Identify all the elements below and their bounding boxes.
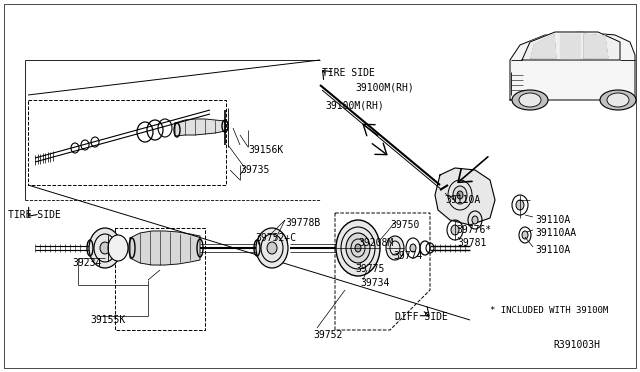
Text: 39775: 39775 (355, 264, 385, 274)
Text: 39750: 39750 (390, 220, 419, 230)
Text: 39776*: 39776* (456, 225, 492, 235)
Ellipse shape (100, 242, 110, 254)
Ellipse shape (267, 242, 277, 254)
Ellipse shape (512, 90, 548, 110)
Ellipse shape (522, 231, 528, 239)
Polygon shape (560, 34, 580, 58)
Ellipse shape (519, 93, 541, 107)
Text: 39234: 39234 (72, 258, 101, 268)
Ellipse shape (451, 225, 459, 235)
Ellipse shape (346, 233, 370, 263)
Text: 39752+C: 39752+C (255, 233, 296, 243)
Polygon shape (510, 32, 635, 100)
Polygon shape (130, 231, 200, 265)
Ellipse shape (516, 200, 524, 210)
Text: * INCLUDED WITH 39100M: * INCLUDED WITH 39100M (490, 306, 608, 315)
Text: R391003H: R391003H (553, 340, 600, 350)
Polygon shape (584, 34, 608, 58)
Text: TIRE SIDE: TIRE SIDE (322, 68, 375, 78)
Ellipse shape (600, 90, 636, 110)
Ellipse shape (256, 228, 288, 268)
Text: 39100M(RH): 39100M(RH) (355, 83, 413, 93)
Text: 39752: 39752 (313, 330, 342, 340)
Text: TIRE SIDE: TIRE SIDE (8, 210, 61, 220)
Text: 39100M(RH): 39100M(RH) (325, 100, 384, 110)
Ellipse shape (410, 244, 416, 252)
Text: 39110A: 39110A (535, 245, 570, 255)
Ellipse shape (386, 236, 404, 260)
Text: 39110A: 39110A (535, 215, 570, 225)
Ellipse shape (336, 220, 380, 276)
Polygon shape (435, 168, 495, 225)
Text: 39110A: 39110A (445, 195, 480, 205)
Polygon shape (522, 32, 620, 60)
Polygon shape (175, 119, 225, 136)
Text: 39774: 39774 (393, 251, 422, 261)
Text: 39156K: 39156K (248, 145, 284, 155)
Ellipse shape (457, 191, 463, 199)
Ellipse shape (355, 244, 361, 252)
Text: 39155K: 39155K (90, 315, 125, 325)
Ellipse shape (108, 235, 128, 261)
Text: DIFF SIDE: DIFF SIDE (395, 312, 448, 322)
Text: 39778B: 39778B (285, 218, 320, 228)
Ellipse shape (89, 228, 121, 268)
Text: 39110AA: 39110AA (535, 228, 576, 238)
Ellipse shape (472, 216, 478, 224)
Text: 39734: 39734 (360, 278, 389, 288)
Ellipse shape (607, 93, 629, 107)
Text: 39781: 39781 (457, 238, 486, 248)
Bar (28, 100, 226, 185)
Text: 39208M: 39208M (358, 238, 393, 248)
Ellipse shape (453, 186, 467, 204)
Polygon shape (531, 34, 556, 58)
Text: 39735: 39735 (240, 165, 269, 175)
